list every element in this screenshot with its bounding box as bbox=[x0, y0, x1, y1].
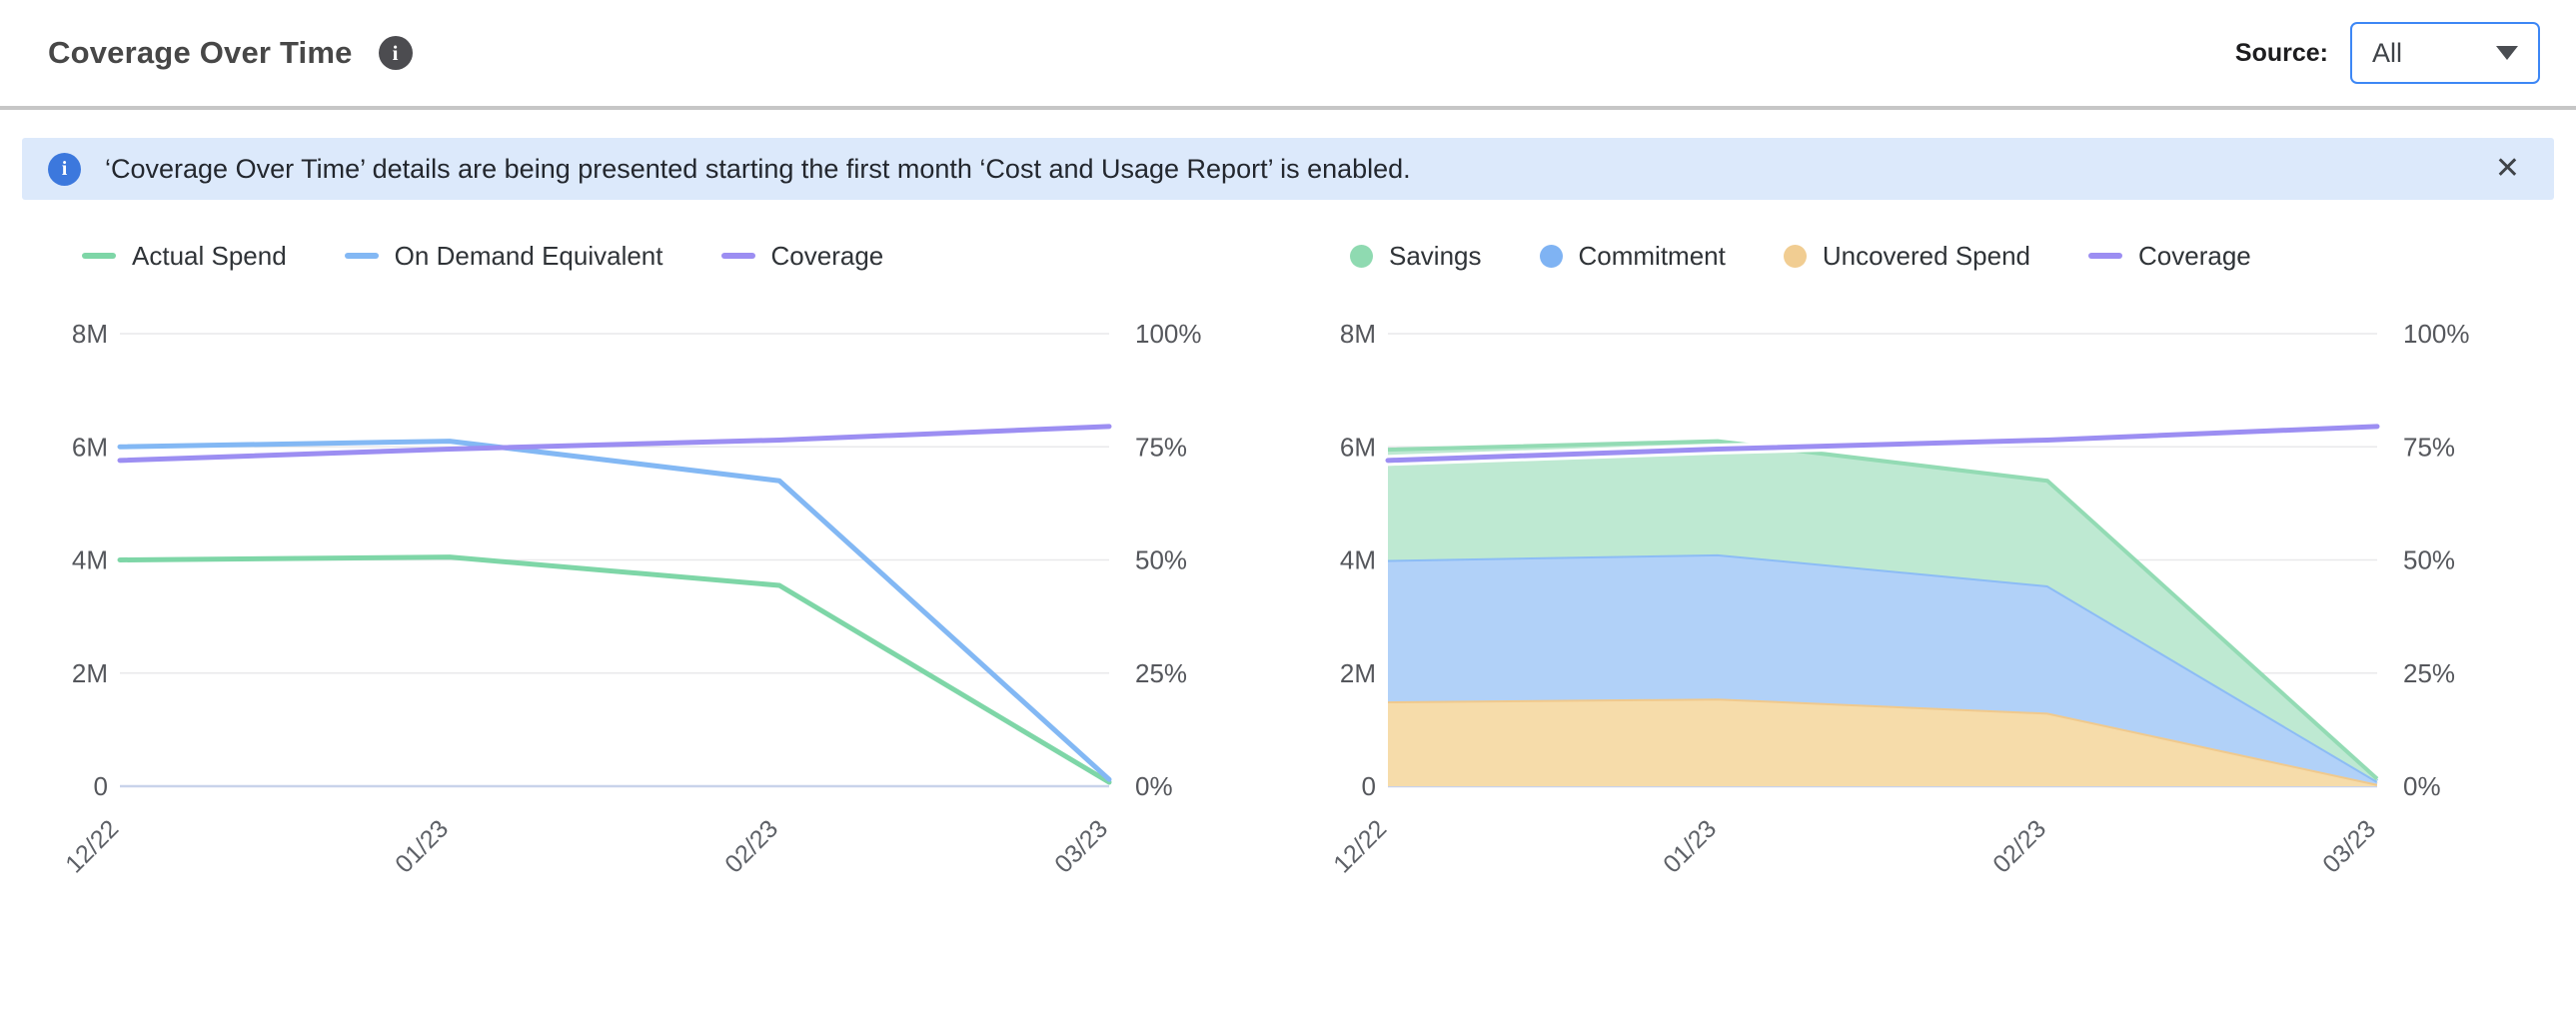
x-axis-tick: 01/23 bbox=[1658, 814, 1722, 878]
legend-left-chart: Actual Spend On Demand Equivalent Coverage bbox=[20, 234, 1288, 278]
legend-label: Actual Spend bbox=[132, 240, 287, 271]
area-top-savings bbox=[1387, 439, 2379, 781]
legend-label: Uncovered Spend bbox=[1822, 240, 2030, 271]
legend-label: Commitment bbox=[1578, 240, 1726, 271]
info-icon[interactable]: i bbox=[378, 36, 413, 70]
source-dropdown[interactable]: All bbox=[2350, 22, 2540, 84]
legend-dot-icon bbox=[1350, 244, 1373, 268]
x-axis-tick: 03/23 bbox=[2317, 814, 2381, 878]
legend-label: Coverage bbox=[770, 240, 884, 271]
y-axis-tick-left: 6M bbox=[72, 432, 108, 462]
header: Coverage Over Time i Source: All bbox=[0, 0, 2576, 110]
x-axis-tick: 03/23 bbox=[1049, 814, 1113, 878]
legend-item-coverage[interactable]: Coverage bbox=[2088, 241, 2251, 272]
x-axis-tick: 12/22 bbox=[1328, 814, 1392, 878]
y-axis-tick-right: 0% bbox=[2403, 771, 2441, 801]
y-axis-tick-right: 25% bbox=[1135, 658, 1187, 688]
y-axis-tick-right: 0% bbox=[1135, 771, 1173, 801]
legend-label: Savings bbox=[1389, 240, 1482, 271]
y-axis-tick-left: 4M bbox=[1340, 545, 1376, 575]
legend-line-icon bbox=[82, 253, 116, 259]
legend-line-icon bbox=[344, 253, 379, 259]
banner-close-icon[interactable]: ✕ bbox=[2489, 150, 2526, 188]
source-dropdown-value: All bbox=[2372, 37, 2403, 68]
x-axis-tick: 02/23 bbox=[1987, 814, 2051, 878]
y-axis-tick-left: 6M bbox=[1340, 432, 1376, 462]
legend-item-commitment[interactable]: Commitment bbox=[1539, 240, 1726, 272]
y-axis-tick-left: 4M bbox=[72, 545, 108, 575]
legend-right-chart: Savings Commitment Uncovered Spend Coverage bbox=[1288, 234, 2556, 278]
legend-item-coverage[interactable]: Coverage bbox=[720, 240, 884, 272]
area-uncovered-spend bbox=[1388, 698, 2377, 786]
legend-line-icon bbox=[720, 253, 755, 259]
line-on-demand-equivalent bbox=[117, 439, 1112, 782]
legend-item-uncovered-spend[interactable]: Uncovered Spend bbox=[1783, 240, 2030, 272]
area-chart-savings-coverage: 0 0% 2M 25% 4M 50% 6M 75% 8M 100% 12/22 01/23 02/23 0… bbox=[1328, 319, 2470, 878]
y-axis-tick-right: 75% bbox=[1135, 432, 1187, 462]
area-savings bbox=[1388, 441, 2377, 781]
banner-text: ‘Coverage Over Time’ details are being p… bbox=[105, 153, 1411, 184]
line-coverage bbox=[117, 424, 1112, 464]
legend-label: On Demand Equivalent bbox=[394, 240, 663, 271]
line-actual-spend bbox=[117, 554, 1112, 785]
y-axis-tick-right: 100% bbox=[2403, 319, 2470, 349]
chart-panel-spend-lines: Actual Spend On Demand Equivalent Coverage… bbox=[20, 234, 1288, 953]
line-chart-spend-coverage: 0 0% 2M 25% 4M 50% 6M 75% 8M 100% 12/22 01/23 02/23 0… bbox=[60, 319, 1202, 878]
chevron-down-icon bbox=[2496, 46, 2518, 60]
info-banner: i ‘Coverage Over Time’ details are being… bbox=[22, 138, 2554, 200]
page-title: Coverage Over Time bbox=[48, 35, 353, 70]
y-axis-tick-left: 2M bbox=[72, 658, 108, 688]
legend-item-on-demand-equivalent[interactable]: On Demand Equivalent bbox=[344, 240, 663, 272]
y-axis-tick-left: 8M bbox=[72, 319, 108, 349]
legend-item-actual-spend[interactable]: Actual Spend bbox=[82, 241, 287, 272]
legend-line-icon bbox=[2088, 253, 2122, 259]
y-axis-tick-right: 25% bbox=[2403, 658, 2455, 688]
legend-dot-icon bbox=[1539, 244, 1563, 268]
chart-panel-stacked-areas: Savings Commitment Uncovered Spend Coverage… bbox=[1288, 234, 2556, 953]
y-axis-tick-left: 0 bbox=[1362, 771, 1376, 801]
line-coverage bbox=[1385, 424, 2380, 464]
legend-item-savings[interactable]: Savings bbox=[1350, 241, 1482, 272]
legend-label: Coverage bbox=[2138, 240, 2251, 271]
charts-row: Actual Spend On Demand Equivalent Coverage… bbox=[0, 234, 2576, 953]
y-axis-tick-left: 2M bbox=[1340, 658, 1376, 688]
y-axis-tick-right: 75% bbox=[2403, 432, 2455, 462]
banner-info-icon: i bbox=[48, 152, 81, 186]
y-axis-tick-left: 8M bbox=[1340, 319, 1376, 349]
y-axis-tick-right: 50% bbox=[2403, 545, 2455, 575]
area-commitment bbox=[1388, 553, 2377, 784]
x-axis-tick: 01/23 bbox=[390, 814, 454, 878]
y-axis-tick-right: 50% bbox=[1135, 545, 1187, 575]
source-label: Source: bbox=[2234, 38, 2328, 67]
y-axis-tick-right: 100% bbox=[1135, 319, 1202, 349]
x-axis-tick: 02/23 bbox=[719, 814, 783, 878]
y-axis-tick-left: 0 bbox=[94, 771, 108, 801]
x-axis-tick: 12/22 bbox=[60, 814, 124, 878]
legend-dot-icon bbox=[1783, 244, 1807, 268]
